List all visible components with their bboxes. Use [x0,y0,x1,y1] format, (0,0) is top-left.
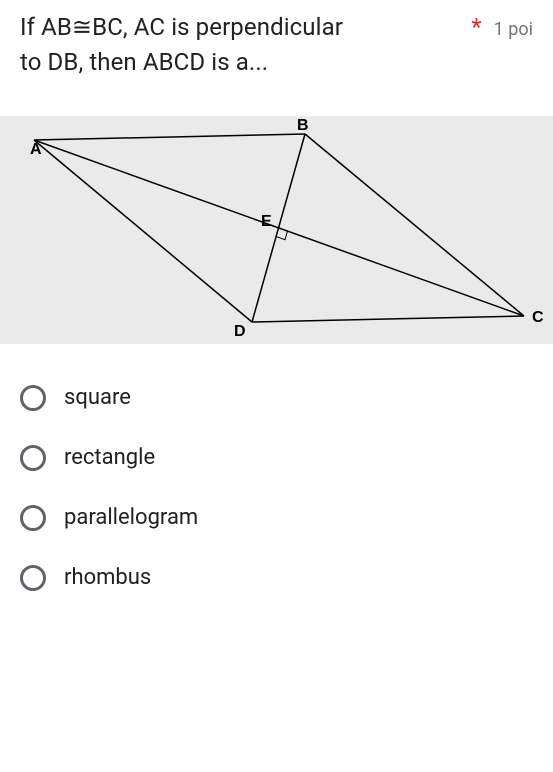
question-text-line2: to DB, then ABCD is a... [20,45,533,80]
option-label: rhombus [64,565,151,590]
options-group: square rectangle parallelogram rhombus [0,344,553,608]
figure-svg: A B C D E [0,116,553,344]
points-label: 1 poi [494,19,533,40]
svg-text:D: D [234,323,246,340]
option-rectangle[interactable]: rectangle [20,428,533,488]
question-line-1: If AB≅BC, AC is perpendicular * 1 poi [20,10,533,45]
option-label: parallelogram [64,505,198,530]
required-asterisk: * [471,13,481,41]
svg-text:C: C [532,309,544,326]
svg-text:E: E [261,213,272,230]
question-meta: * 1 poi [469,10,533,45]
option-parallelogram[interactable]: parallelogram [20,488,533,548]
geometry-figure: A B C D E [0,116,553,344]
radio-icon [20,445,46,471]
radio-icon [20,505,46,531]
radio-icon [20,385,46,411]
question-text-line1: If AB≅BC, AC is perpendicular [20,10,343,45]
question-block: If AB≅BC, AC is perpendicular * 1 poi to… [0,0,553,80]
radio-icon [20,565,46,591]
option-rhombus[interactable]: rhombus [20,548,533,608]
option-square[interactable]: square [20,368,533,428]
svg-text:B: B [297,117,309,134]
option-label: square [64,385,131,410]
option-label: rectangle [64,445,155,470]
svg-text:A: A [30,141,42,158]
